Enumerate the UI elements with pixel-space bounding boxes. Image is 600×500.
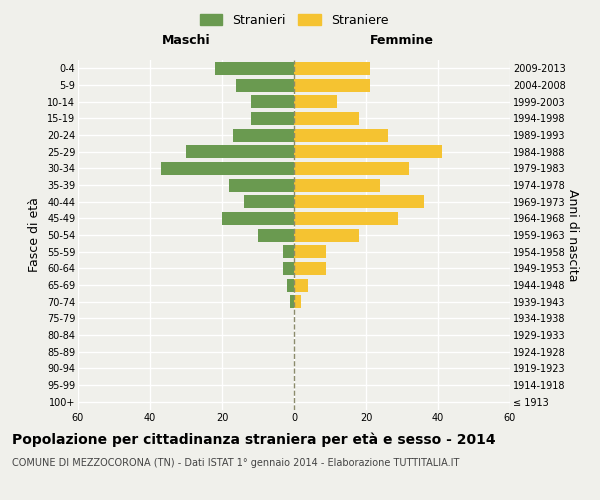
Bar [222,212,294,225]
Bar [251,95,294,108]
Bar [294,295,301,308]
Bar [294,128,388,141]
Y-axis label: Fasce di età: Fasce di età [28,198,41,272]
Bar [236,78,294,92]
Bar [294,178,380,192]
Text: COMUNE DI MEZZOCORONA (TN) - Dati ISTAT 1° gennaio 2014 - Elaborazione TUTTITALI: COMUNE DI MEZZOCORONA (TN) - Dati ISTAT … [12,458,460,468]
Bar [283,245,294,258]
Bar [283,262,294,275]
Bar [251,112,294,125]
Text: Femmine: Femmine [370,34,434,46]
Bar [244,195,294,208]
Bar [294,228,359,241]
Bar [258,228,294,241]
Bar [294,62,370,75]
Bar [294,95,337,108]
Bar [186,145,294,158]
Bar [229,178,294,192]
Bar [233,128,294,141]
Bar [287,278,294,291]
Bar [294,262,326,275]
Legend: Stranieri, Straniere: Stranieri, Straniere [200,14,388,26]
Bar [294,162,409,175]
Bar [294,78,370,92]
Text: Popolazione per cittadinanza straniera per età e sesso - 2014: Popolazione per cittadinanza straniera p… [12,432,496,447]
Bar [294,195,424,208]
Bar [215,62,294,75]
Y-axis label: Anni di nascita: Anni di nascita [566,188,580,281]
Bar [290,295,294,308]
Bar [294,245,326,258]
Bar [294,212,398,225]
Bar [294,112,359,125]
Bar [161,162,294,175]
Text: Maschi: Maschi [161,34,211,46]
Bar [294,145,442,158]
Bar [294,278,308,291]
